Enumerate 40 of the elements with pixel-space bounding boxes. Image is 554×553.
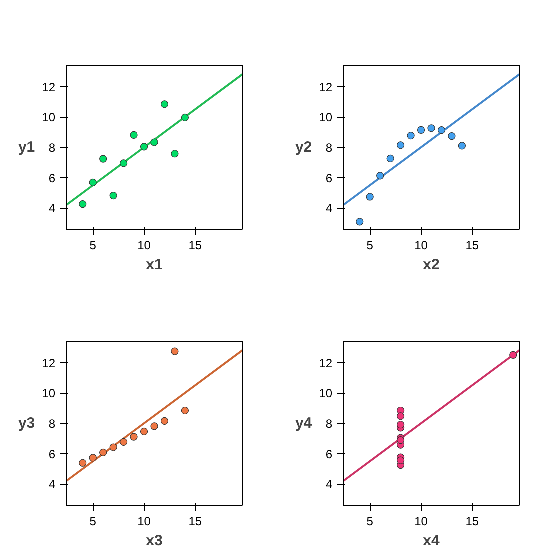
y-tick-label: 12 — [42, 356, 56, 370]
x-tick-label: 15 — [188, 514, 202, 528]
y-tick-label: 8 — [48, 141, 56, 155]
y-tick-label: 4 — [48, 478, 56, 492]
x-tick-label: 15 — [466, 238, 480, 252]
x-axis-title: x3 — [146, 532, 163, 550]
y-tick-label: 8 — [326, 417, 333, 431]
y-tick-label: 10 — [42, 386, 56, 401]
y-tick-label: 12 — [319, 80, 333, 94]
y-tick-label: 6 — [48, 171, 56, 186]
x-tick-label: 10 — [414, 238, 428, 252]
x-axis-title: x2 — [423, 256, 440, 274]
y-tick-label: 10 — [319, 110, 333, 125]
y-tick-label: 6 — [48, 447, 56, 462]
y-tick-label: 12 — [319, 356, 333, 370]
x-tick-label: 15 — [188, 238, 202, 252]
x-axis-title: x4 — [423, 532, 440, 550]
x-tick-label: 10 — [138, 238, 152, 252]
x-tick-label: 15 — [466, 514, 480, 528]
y-tick-label: 4 — [48, 202, 56, 216]
x-tick-label: 5 — [90, 238, 97, 252]
y-axis-title: y4 — [295, 415, 313, 432]
y-tick-label: 6 — [326, 171, 333, 186]
y-axis-title: y3 — [18, 415, 36, 432]
y-tick-label: 8 — [48, 417, 56, 431]
y-tick-label: 12 — [42, 80, 56, 94]
y-axis-title: y1 — [18, 139, 36, 156]
y-axis-title: y2 — [295, 139, 312, 156]
y-tick-label: 8 — [326, 141, 333, 155]
y-tick-label: 10 — [42, 110, 56, 125]
y-tick-label: 10 — [319, 386, 333, 401]
x-axis-title: x1 — [146, 256, 163, 274]
y-tick-label: 4 — [326, 202, 333, 216]
x-tick-label: 10 — [414, 514, 428, 528]
y-tick-label: 6 — [326, 447, 333, 462]
x-tick-label: 5 — [366, 514, 374, 528]
x-tick-label: 5 — [366, 238, 374, 252]
x-tick-label: 10 — [138, 514, 152, 528]
x-tick-label: 5 — [90, 514, 97, 528]
y-tick-label: 4 — [326, 478, 333, 492]
